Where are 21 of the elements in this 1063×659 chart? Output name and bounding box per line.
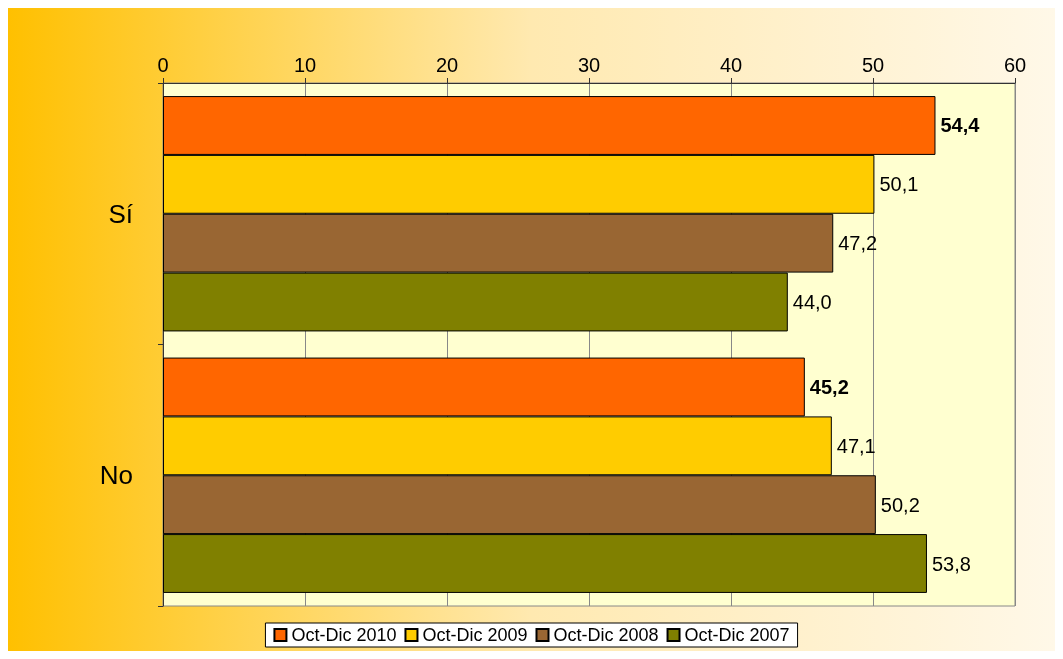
y-tick-label: Sí (108, 198, 134, 229)
data-label: 50,1 (879, 173, 919, 196)
data-label: 50,2 (880, 493, 920, 516)
data-label: 53,8 (931, 552, 971, 575)
data-label: 47,2 (838, 232, 878, 255)
x-tick-label: 30 (577, 54, 601, 76)
legend-label: Oct-Dic 2007 (684, 625, 790, 645)
x-tick-label: 10 (293, 54, 317, 76)
legend-label: Oct-Dic 2008 (553, 625, 659, 645)
x-tick-label: 50 (861, 54, 885, 76)
data-label: 45,2 (809, 375, 849, 398)
data-label: 47,1 (836, 434, 876, 457)
x-tick-label: 40 (719, 54, 743, 76)
data-label: 54,4 (940, 114, 981, 137)
x-tick-label: 0 (157, 54, 169, 76)
x-tick-label: 60 (1003, 54, 1027, 76)
legend-label: Oct-Dic 2009 (422, 625, 528, 645)
data-label: 44,0 (792, 291, 832, 314)
y-tick-label: No (99, 460, 133, 491)
legend-label: Oct-Dic 2010 (291, 625, 397, 645)
x-tick-label: 20 (435, 54, 459, 76)
